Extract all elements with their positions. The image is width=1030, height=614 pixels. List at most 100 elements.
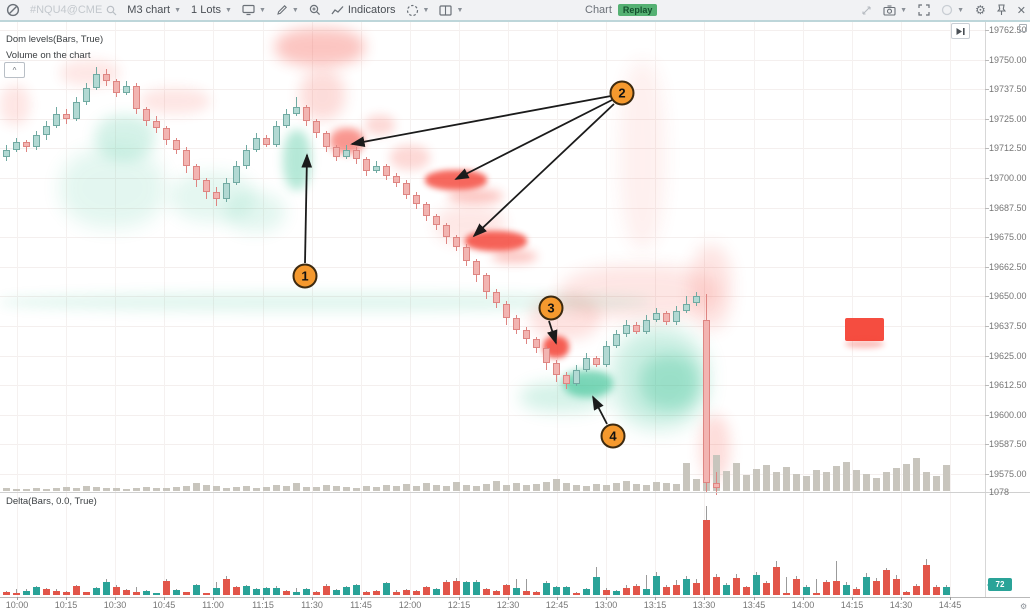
drawing-tools-selector[interactable]: ▼ — [276, 4, 299, 16]
delta-bar — [163, 581, 170, 595]
delta-wick — [266, 587, 267, 588]
time-axis-label: 10:00 — [5, 600, 29, 610]
volume-bar — [493, 481, 500, 491]
chart-type-selector[interactable]: ▼ — [242, 4, 266, 16]
replay-badge[interactable]: Replay — [617, 4, 658, 16]
price-axis-label: 19575.00 — [989, 469, 1027, 479]
replay-step-forward-button[interactable] — [951, 23, 970, 39]
volume-bar — [643, 485, 650, 491]
screenshot-button[interactable]: ▼ — [883, 4, 907, 16]
timeframe-label: M3 chart — [127, 4, 171, 16]
delta-bar — [593, 577, 600, 595]
delta-bar — [553, 587, 560, 595]
indicator-label-delta[interactable]: Delta(Bars, 0.0, True) — [6, 496, 97, 507]
layout-selector[interactable]: ▼ — [439, 4, 463, 16]
delta-wick — [546, 581, 547, 583]
time-axis-tick — [410, 597, 411, 600]
timeframe-selector[interactable]: M3 chart ▼ — [127, 4, 181, 16]
symbol-selector[interactable]: #NQU4@CME — [30, 4, 117, 16]
annotation-circle-2[interactable]: 2 — [609, 80, 635, 106]
app-logo-icon[interactable] — [6, 3, 20, 17]
volume-bar — [323, 485, 330, 491]
time-axis-tick — [655, 597, 656, 600]
delta-wick — [66, 591, 67, 592]
color-scheme-selector[interactable]: ▼ — [406, 4, 429, 17]
delta-scale-max: 1078 — [989, 487, 1010, 497]
dom-buy-level-zone — [170, 172, 255, 222]
delta-bar — [493, 591, 500, 595]
volume-bar — [813, 470, 820, 491]
price-axis-label: 19700.00 — [989, 173, 1027, 183]
candle — [503, 303, 510, 318]
chart-plot-area[interactable] — [0, 22, 1030, 597]
delta-bar — [793, 579, 800, 595]
volume-bar — [633, 484, 640, 491]
candle — [163, 128, 170, 141]
volume-bar — [773, 472, 780, 491]
v-gridline — [852, 22, 853, 597]
h-gridline — [0, 356, 985, 357]
candle — [203, 180, 210, 193]
delta-bar — [133, 592, 140, 595]
delta-wick — [746, 586, 747, 587]
candle — [553, 362, 560, 375]
delta-wick — [846, 582, 847, 585]
indicator-label-volume[interactable]: Volume on the chart — [6, 50, 91, 61]
theme-selector[interactable]: ▼ — [941, 4, 964, 16]
zoom-tool-button[interactable] — [309, 4, 321, 16]
candle — [363, 159, 370, 171]
delta-bar — [263, 588, 270, 595]
pin-icon[interactable] — [996, 4, 1006, 16]
v-gridline — [655, 22, 656, 597]
delta-wick — [716, 574, 717, 577]
panel-divider[interactable] — [0, 492, 1030, 493]
volume-bar — [943, 465, 950, 491]
axis-settings-icon[interactable] — [1019, 24, 1027, 32]
indicators-button[interactable]: Indicators — [331, 4, 396, 16]
delta-wick — [436, 588, 437, 589]
delta-bar — [93, 588, 100, 595]
delta-wick — [256, 588, 257, 589]
candle — [243, 149, 250, 167]
timezone-gear-icon[interactable]: ⚙ — [1020, 602, 1028, 611]
delta-wick — [516, 579, 517, 588]
annotation-circle-1[interactable]: 1 — [292, 263, 318, 289]
svg-text:2: 2 — [618, 86, 625, 101]
annotation-circle-3[interactable]: 3 — [538, 295, 564, 321]
collapse-indicators-button[interactable]: ^ — [4, 62, 25, 78]
price-axis-label: 19612.50 — [989, 380, 1027, 390]
volume-bar — [413, 486, 420, 491]
volume-bar — [923, 472, 930, 491]
indicator-label-dom-levels[interactable]: Dom levels(Bars, True) — [6, 34, 104, 45]
candle — [533, 339, 540, 349]
time-axis[interactable] — [0, 597, 1030, 614]
volume-bar — [63, 487, 70, 491]
volume-bar — [913, 458, 920, 491]
pencil-icon — [276, 4, 288, 16]
h-gridline — [0, 296, 985, 297]
delta-bar — [773, 567, 780, 595]
close-icon[interactable]: ✕ — [1016, 4, 1026, 17]
volume-bar — [3, 488, 10, 491]
annotation-circle-4[interactable]: 4 — [600, 423, 626, 449]
volume-bar — [583, 486, 590, 491]
fullscreen-icon[interactable] — [918, 4, 930, 16]
candle — [93, 73, 100, 88]
delta-bar — [923, 565, 930, 595]
delta-wick — [406, 589, 407, 590]
settings-gear-icon[interactable]: ⚙ — [975, 3, 986, 17]
h-gridline — [0, 474, 985, 475]
candle — [513, 317, 520, 330]
lots-selector[interactable]: 1 Lots ▼ — [191, 4, 232, 16]
price-axis-tick — [985, 415, 989, 416]
delta-bar — [803, 587, 810, 595]
price-axis-tick — [985, 267, 989, 268]
resize-axes-icon[interactable] — [861, 5, 872, 16]
svg-text:3: 3 — [547, 301, 554, 316]
delta-wick — [76, 585, 77, 586]
delta-wick — [646, 575, 647, 589]
delta-wick — [376, 590, 377, 591]
dom-sell-level-zone — [60, 60, 120, 86]
candle — [643, 320, 650, 332]
volume-bar — [673, 484, 680, 491]
